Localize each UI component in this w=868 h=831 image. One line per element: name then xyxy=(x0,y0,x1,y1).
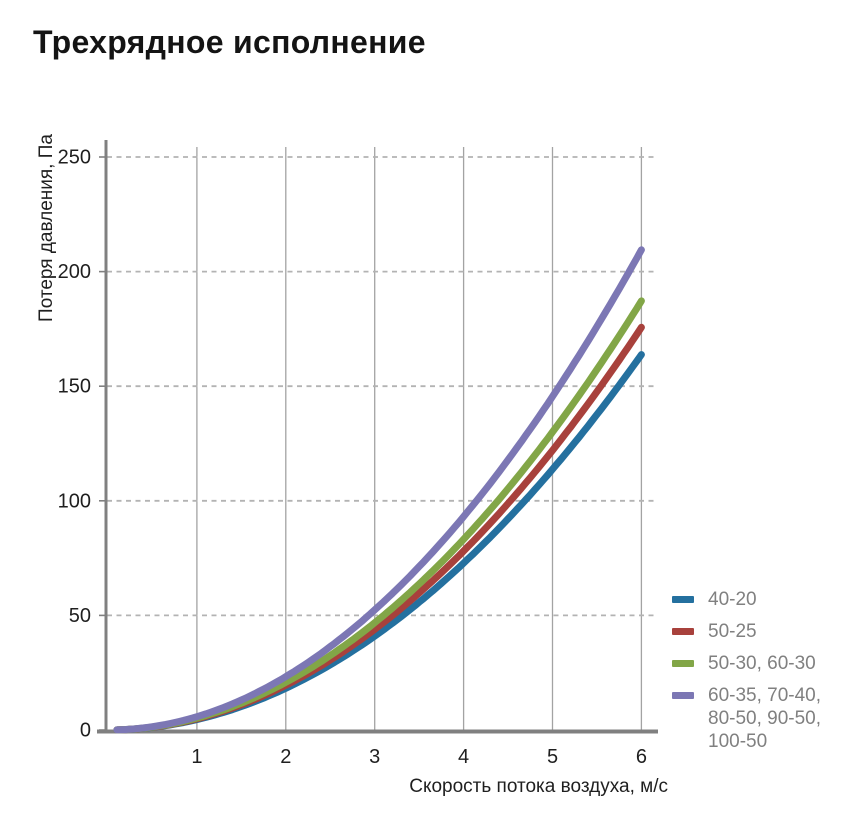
curve-50-30-60-30 xyxy=(113,297,645,734)
legend-label: 50-25 xyxy=(708,621,757,642)
y-tick-label: 50 xyxy=(69,605,91,627)
x-tick-label: 4 xyxy=(458,746,469,768)
legend-swatch xyxy=(672,692,694,699)
x-tick-label: 1 xyxy=(191,746,202,768)
legend-label: 60-35, 70-40, 80-50, 90-50, 100-50 xyxy=(708,685,822,752)
y-tick-label: 150 xyxy=(58,376,91,398)
y-tick-label: 250 xyxy=(58,147,91,169)
chart-title: Трехрядное исполнение xyxy=(33,24,426,60)
x-tick-label: 5 xyxy=(547,746,558,768)
curve-40-20 xyxy=(113,351,645,734)
legend-label: 50-30, 60-30 xyxy=(708,653,816,674)
curve-60-35-70-40-80-50-90-50-100-50 xyxy=(113,246,645,734)
x-tick-label: 3 xyxy=(369,746,380,768)
x-tick-label: 2 xyxy=(280,746,291,768)
legend-item: 50-25 xyxy=(672,620,862,643)
legend-swatch xyxy=(672,660,694,667)
legend-item: 50-30, 60-30 xyxy=(672,652,862,675)
curve-50-25 xyxy=(113,323,645,734)
x-tick-label: 6 xyxy=(636,746,647,768)
y-tick-label: 100 xyxy=(58,490,91,512)
legend-swatch xyxy=(672,596,694,603)
legend: 40-20 50-25 50-30, 60-30 60-35, 70-40, 80-50… xyxy=(672,588,862,762)
legend-swatch xyxy=(672,628,694,635)
legend-item: 60-35, 70-40, 80-50, 90-50, 100-50 xyxy=(672,684,862,753)
legend-item: 40-20 xyxy=(672,588,862,611)
legend-label: 40-20 xyxy=(708,589,757,610)
y-tick-label: 0 xyxy=(80,720,91,742)
x-axis-label: Скорость потока воздуха, м/с xyxy=(409,776,668,797)
y-tick-label: 200 xyxy=(58,261,91,283)
